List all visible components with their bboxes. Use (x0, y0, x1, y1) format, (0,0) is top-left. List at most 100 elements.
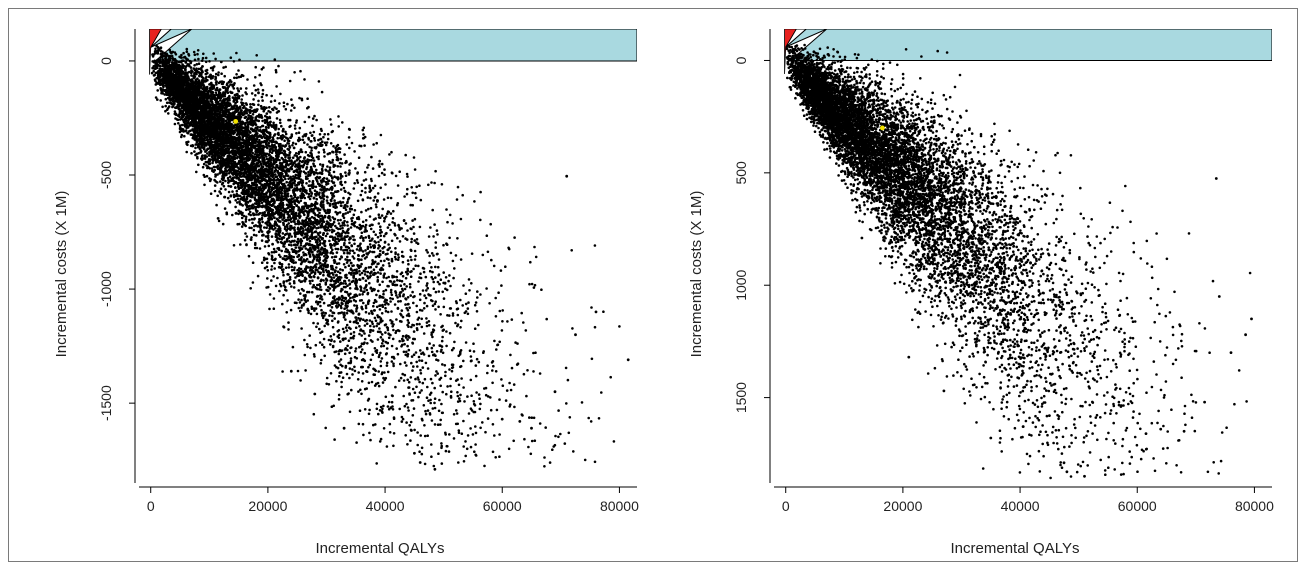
sim-point (442, 271, 446, 274)
sim-point (368, 243, 372, 246)
sim-point (270, 251, 274, 254)
sim-point (272, 247, 276, 251)
sim-point (336, 165, 340, 168)
sim-point (309, 312, 313, 316)
sim-point (271, 258, 275, 262)
sim-point (320, 90, 324, 94)
red-wedge (149, 29, 162, 75)
sim-point (328, 168, 332, 172)
sim-point (251, 221, 254, 225)
sim-point (252, 98, 255, 101)
sim-point (155, 44, 158, 48)
sim-point (384, 323, 388, 326)
sim-point (468, 289, 471, 292)
sim-point (150, 71, 154, 75)
sim-point (318, 327, 321, 331)
sim-point (384, 183, 387, 186)
sim-point (263, 226, 266, 229)
sim-point (220, 72, 223, 75)
sim-point (332, 145, 335, 148)
sim-point (453, 267, 456, 270)
sim-point (337, 146, 341, 150)
sim-point (559, 432, 562, 436)
sim-point (358, 409, 362, 413)
sim-point (337, 352, 341, 356)
sim-point (318, 300, 322, 304)
sim-point (355, 307, 358, 311)
sim-point (400, 415, 404, 419)
sim-point (226, 91, 230, 95)
sim-point (334, 148, 338, 152)
sim-point (350, 217, 353, 220)
sim-point (343, 153, 346, 156)
sim-point (398, 279, 402, 283)
sim-point (412, 295, 415, 299)
sim-point (323, 354, 327, 358)
sim-point (351, 368, 354, 371)
sim-point (354, 349, 357, 353)
sim-point (433, 386, 437, 390)
sim-point (418, 184, 421, 187)
sim-point (371, 273, 375, 276)
sim-point (236, 155, 239, 158)
sim-point (313, 272, 317, 276)
sim-point (232, 195, 236, 199)
sim-point (357, 317, 360, 320)
sim-point (376, 275, 380, 279)
sim-point (284, 130, 287, 134)
sim-point (374, 272, 378, 275)
sim-point (526, 369, 529, 372)
sim-point (308, 180, 311, 183)
sim-point (416, 242, 420, 245)
sim-point (427, 399, 430, 403)
sim-point (364, 249, 367, 252)
sim-point (428, 254, 431, 258)
sim-point (332, 296, 336, 300)
sim-point (446, 385, 449, 388)
sim-point (432, 280, 436, 284)
sim-point (385, 364, 389, 367)
sim-point (363, 408, 367, 411)
sim-point (423, 377, 427, 381)
sim-point (346, 251, 349, 255)
sim-point (565, 402, 568, 405)
sim-point (306, 97, 309, 100)
sim-point (395, 318, 398, 321)
sim-point (238, 203, 242, 206)
sim-point (372, 230, 376, 234)
sim-point (290, 161, 293, 165)
sim-point (365, 369, 368, 373)
sim-point (348, 320, 352, 324)
sim-point (292, 280, 296, 283)
sim-point (270, 268, 273, 271)
sim-point (367, 163, 370, 167)
sim-point (319, 163, 322, 166)
sim-point (267, 244, 271, 248)
sim-point (344, 364, 348, 368)
sim-point (274, 284, 278, 288)
sim-point (297, 222, 301, 226)
sim-point (458, 399, 462, 403)
sim-point (315, 197, 319, 201)
sim-point (325, 376, 329, 380)
sim-point (219, 180, 222, 183)
sim-point (291, 141, 295, 145)
scatter-plot-left: 0 20000 40000 60000 80000 0 -500 -1000 -1500 Incr… (9, 9, 641, 561)
sim-point (427, 354, 431, 358)
sim-point (327, 160, 331, 163)
sim-point (367, 266, 371, 269)
sim-point (323, 155, 326, 158)
sim-point (398, 294, 402, 298)
sim-point (494, 315, 498, 318)
sim-point (331, 248, 334, 252)
sim-point (417, 395, 420, 399)
sim-point (184, 60, 187, 64)
sim-point (407, 262, 410, 266)
sim-point (355, 318, 358, 322)
sim-point (406, 296, 410, 299)
sim-point (344, 180, 347, 184)
sim-point (289, 194, 293, 198)
sim-point (401, 417, 405, 421)
sim-point (380, 342, 384, 345)
sim-point (419, 368, 422, 372)
